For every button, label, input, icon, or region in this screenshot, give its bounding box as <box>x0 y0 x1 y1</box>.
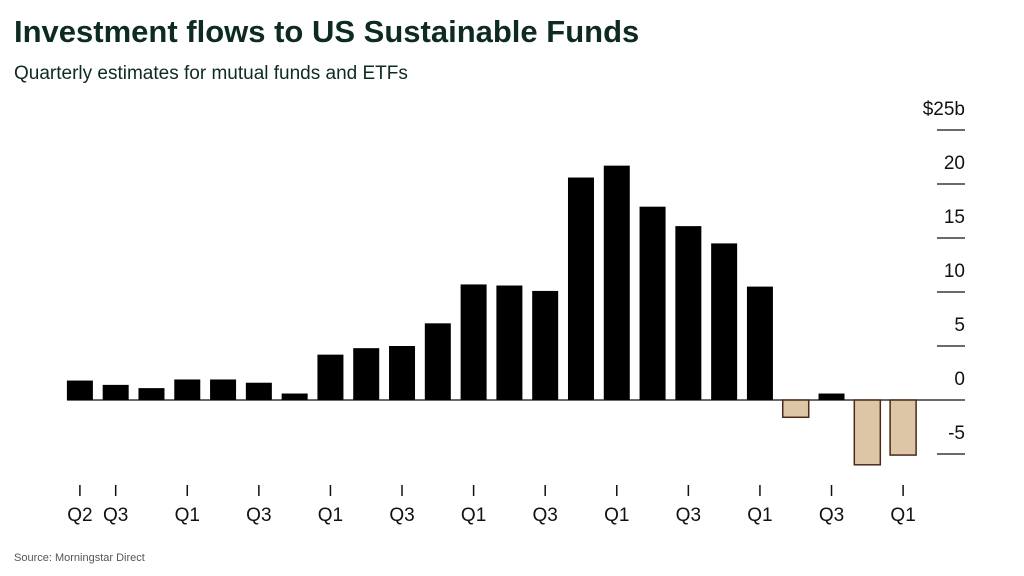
x-tick-label: Q1 <box>747 505 772 526</box>
bar <box>496 285 523 400</box>
bar <box>639 206 666 400</box>
bar <box>711 243 738 400</box>
y-tick-label: 20 <box>944 153 965 174</box>
x-tick-label: Q2 <box>67 505 92 526</box>
x-tick-label: Q1 <box>890 505 915 526</box>
bar <box>746 286 773 400</box>
x-tick-label: Q1 <box>604 505 629 526</box>
y-tick-label: -5 <box>948 423 965 444</box>
y-tick-label: 5 <box>954 315 965 336</box>
y-tick-label: 0 <box>954 369 965 390</box>
bar <box>424 323 451 400</box>
bar <box>603 165 630 400</box>
bar <box>317 354 344 400</box>
bar <box>245 382 272 400</box>
x-tick-label: Q3 <box>819 505 844 526</box>
x-tick-label: Q3 <box>103 505 128 526</box>
x-tick-label: Q3 <box>246 505 271 526</box>
y-tick-label: 10 <box>944 261 965 282</box>
bar <box>818 393 845 400</box>
bar <box>389 346 416 400</box>
bar <box>210 379 237 400</box>
x-tick-label: Q3 <box>389 505 414 526</box>
bar <box>102 384 129 400</box>
y-tick-label: $25b <box>923 99 965 120</box>
x-tick-label: Q1 <box>318 505 343 526</box>
bar <box>353 348 380 400</box>
y-tick-label: 15 <box>944 207 965 228</box>
x-tick-label: Q1 <box>175 505 200 526</box>
bar <box>567 177 594 400</box>
source-note: Source: Morningstar Direct <box>14 552 145 564</box>
bar <box>781 399 810 419</box>
chart-title: Investment flows to US Sustainable Funds <box>14 14 639 49</box>
x-tick-label: Q1 <box>461 505 486 526</box>
bar <box>281 393 308 400</box>
bar <box>138 388 165 400</box>
bar <box>66 380 93 400</box>
bar <box>853 399 882 466</box>
bar <box>532 290 559 400</box>
bar <box>889 399 917 456</box>
bar <box>675 226 702 400</box>
bar <box>460 284 487 400</box>
x-tick-label: Q3 <box>676 505 701 526</box>
x-tick-label: Q3 <box>533 505 558 526</box>
chart-subtitle: Quarterly estimates for mutual funds and… <box>14 63 408 84</box>
bar <box>174 379 201 400</box>
